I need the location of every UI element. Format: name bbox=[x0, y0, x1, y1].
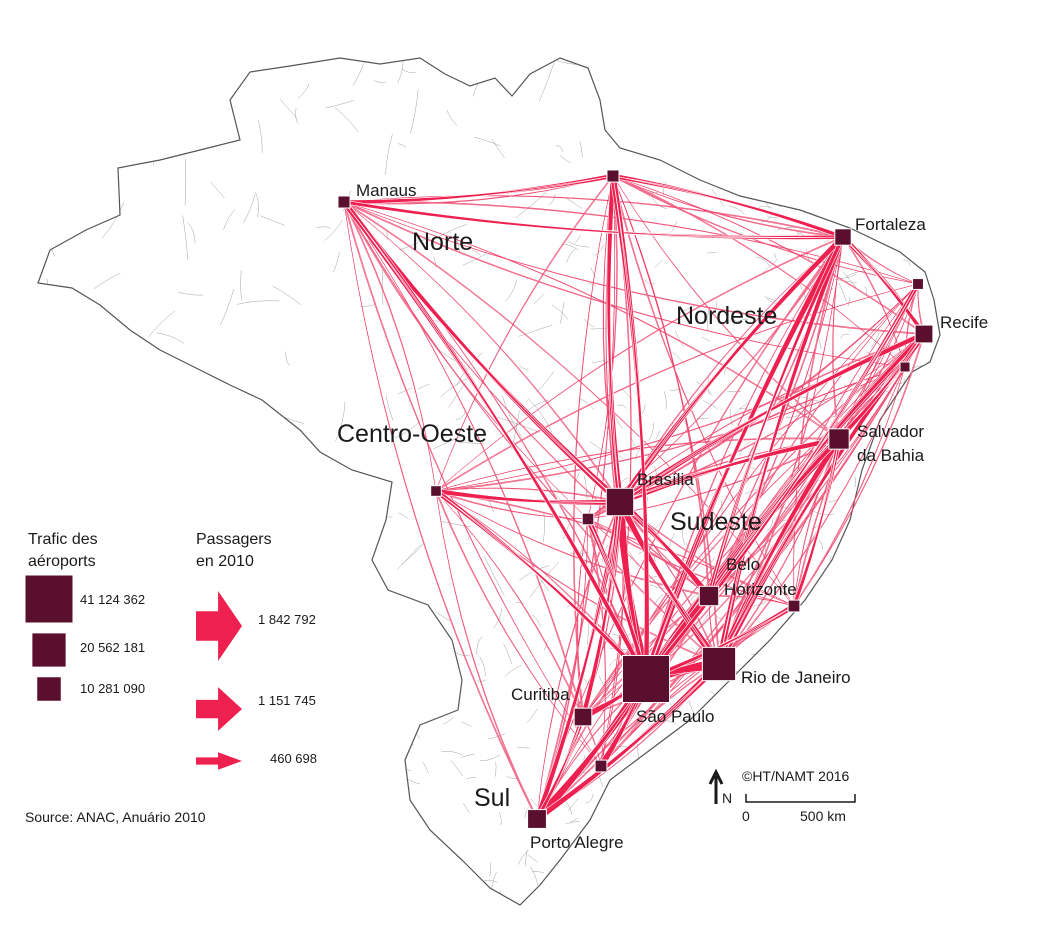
airport-belem bbox=[606, 169, 620, 183]
north-arrow-icon bbox=[708, 768, 724, 804]
airport-recife bbox=[914, 324, 934, 344]
region-label-sul: Sul bbox=[474, 784, 510, 812]
legend-airport-traffic: Trafic des aéroports 41 124 362 20 562 1… bbox=[25, 531, 145, 701]
city-label-belo-line1: Belo bbox=[726, 555, 760, 574]
legend-route-value-1: 1 842 792 bbox=[258, 612, 316, 627]
city-label-fortaleza: Fortaleza bbox=[855, 215, 926, 234]
airport-maceio bbox=[899, 361, 911, 373]
legend-airport-squares bbox=[25, 575, 73, 701]
airport-manaus bbox=[337, 195, 351, 209]
region-labels: Norte Nordeste Centro-Oeste Sudeste Sul bbox=[337, 228, 777, 812]
scale-bar: 0 500 km bbox=[742, 794, 856, 824]
city-label-brasilia: Brasília bbox=[637, 470, 694, 489]
city-label-porto-alegre: Porto Alegre bbox=[530, 833, 624, 852]
airport-curitiba bbox=[573, 707, 593, 727]
city-label-salvador-line2: da Bahia bbox=[857, 446, 925, 465]
city-label-curitiba: Curitiba bbox=[511, 685, 570, 704]
legend-airport-value-3: 10 281 090 bbox=[80, 681, 145, 696]
legend-airport-value-2: 20 562 181 bbox=[80, 640, 145, 655]
region-label-nordeste: Nordeste bbox=[676, 302, 777, 330]
legend-route-arrows bbox=[196, 591, 242, 770]
city-label-sao-paulo: São Paulo bbox=[636, 707, 714, 726]
region-label-centro-oeste: Centro-Oeste bbox=[337, 420, 487, 448]
city-label-manaus: Manaus bbox=[356, 181, 416, 200]
region-label-sudeste: Sudeste bbox=[670, 508, 762, 536]
airport-sao-paulo bbox=[622, 655, 670, 703]
airport-rio bbox=[701, 646, 737, 682]
legend-route-arrow-2 bbox=[196, 687, 242, 731]
city-labels: Manaus Fortaleza Recife Salvador da Bahi… bbox=[356, 181, 988, 852]
country-outline bbox=[37, 57, 941, 906]
legend-route-value-2: 1 151 745 bbox=[258, 693, 316, 708]
region-label-norte: Norte bbox=[412, 228, 473, 256]
legend-airports-title-line1: Trafic des bbox=[28, 531, 98, 548]
airport-fortaleza bbox=[834, 228, 852, 246]
brazil-shape bbox=[37, 57, 941, 906]
legend-route-arrow-1 bbox=[196, 591, 242, 661]
airport-natal bbox=[912, 278, 924, 290]
scale-distance: 500 km bbox=[800, 808, 846, 824]
legend-airport-value-1: 41 124 362 bbox=[80, 592, 145, 607]
legend-route-arrow-3 bbox=[196, 752, 242, 770]
legend-routes-title-line1: Passagers bbox=[196, 531, 272, 548]
scale-zero: 0 bbox=[742, 808, 750, 824]
city-label-recife: Recife bbox=[940, 313, 988, 332]
airport-belo-horizonte bbox=[698, 585, 720, 607]
legend-route-value-3: 460 698 bbox=[270, 751, 317, 766]
airport-vitoria bbox=[787, 599, 801, 613]
legend-airport-square-1 bbox=[25, 575, 73, 623]
airport-salvador bbox=[828, 428, 850, 450]
legend-airport-square-2 bbox=[32, 633, 66, 667]
north-arrow: N bbox=[708, 768, 732, 806]
airport-goiania bbox=[581, 512, 595, 526]
city-label-belo-line2: Horizonte bbox=[724, 580, 797, 599]
legend-airports-title-line2: aéroports bbox=[28, 553, 96, 570]
legend-routes-title-line2: en 2010 bbox=[196, 553, 254, 570]
credit-text: ©HT/NAMT 2016 bbox=[742, 768, 850, 784]
legend-passengers: Passagers en 2010 1 842 792 1 151 745 46… bbox=[196, 531, 317, 770]
city-label-rio: Rio de Janeiro bbox=[741, 668, 851, 687]
north-label: N bbox=[722, 790, 732, 806]
airports bbox=[337, 169, 934, 829]
legend-airport-square-3 bbox=[37, 677, 61, 701]
airport-porto-alegre bbox=[527, 809, 547, 829]
airport-brasilia bbox=[605, 487, 635, 517]
scale-bar-line bbox=[745, 794, 856, 803]
source-note: Source: ANAC, Anuário 2010 bbox=[25, 809, 206, 825]
airport-florianopolis bbox=[594, 759, 608, 773]
city-label-salvador-line1: Salvador bbox=[857, 422, 924, 441]
airport-cuiaba bbox=[430, 485, 442, 497]
